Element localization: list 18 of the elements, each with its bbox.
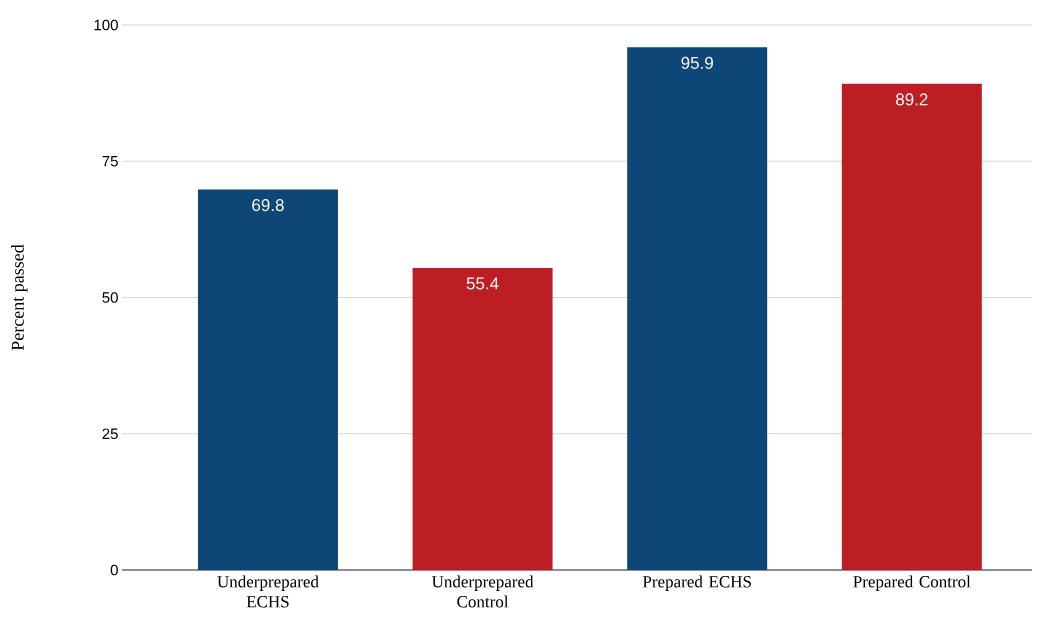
x-tick-label: Prepared Control [853, 575, 971, 591]
y-tick-label: 50 [102, 292, 118, 303]
y-tick-label: 0 [110, 564, 118, 576]
x-tick-label: Prepared ECHS [642, 575, 751, 591]
bar [197, 189, 338, 570]
bar [841, 83, 982, 570]
x-tick-label: Underprepared Control [431, 575, 534, 608]
y-tick-label: 25 [102, 428, 118, 440]
bar [412, 268, 553, 570]
data-label: 95.9 [681, 56, 713, 69]
y-tick-label: 75 [102, 156, 118, 167]
y-axis-title: Percent passed [11, 244, 28, 351]
data-label: 89.2 [896, 93, 928, 106]
y-tick-label: 100 [94, 19, 118, 31]
data-label: 55.4 [466, 277, 499, 290]
data-label: 69.8 [252, 199, 284, 212]
bar [627, 47, 768, 570]
x-tick-label: Underprepared ECHS [217, 575, 319, 608]
